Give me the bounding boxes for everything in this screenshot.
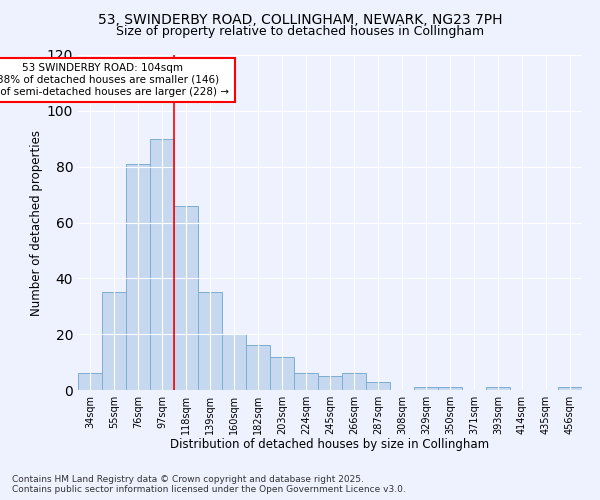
- Bar: [246, 346, 270, 390]
- Bar: [150, 138, 174, 390]
- Bar: [102, 292, 126, 390]
- Bar: [174, 206, 198, 390]
- Y-axis label: Number of detached properties: Number of detached properties: [29, 130, 43, 316]
- X-axis label: Distribution of detached houses by size in Collingham: Distribution of detached houses by size …: [170, 438, 490, 452]
- Bar: [558, 387, 582, 390]
- Bar: [486, 387, 510, 390]
- Bar: [198, 292, 222, 390]
- Text: 53 SWINDERBY ROAD: 104sqm
← 38% of detached houses are smaller (146)
60% of semi: 53 SWINDERBY ROAD: 104sqm ← 38% of detac…: [0, 64, 229, 96]
- Text: Size of property relative to detached houses in Collingham: Size of property relative to detached ho…: [116, 25, 484, 38]
- Bar: [270, 356, 294, 390]
- Bar: [342, 373, 366, 390]
- Text: 53, SWINDERBY ROAD, COLLINGHAM, NEWARK, NG23 7PH: 53, SWINDERBY ROAD, COLLINGHAM, NEWARK, …: [98, 12, 502, 26]
- Bar: [126, 164, 150, 390]
- Bar: [294, 373, 318, 390]
- Bar: [366, 382, 390, 390]
- Bar: [78, 373, 102, 390]
- Text: Contains HM Land Registry data © Crown copyright and database right 2025.
Contai: Contains HM Land Registry data © Crown c…: [12, 474, 406, 494]
- Bar: [414, 387, 438, 390]
- Bar: [438, 387, 462, 390]
- Bar: [222, 334, 246, 390]
- Bar: [318, 376, 342, 390]
